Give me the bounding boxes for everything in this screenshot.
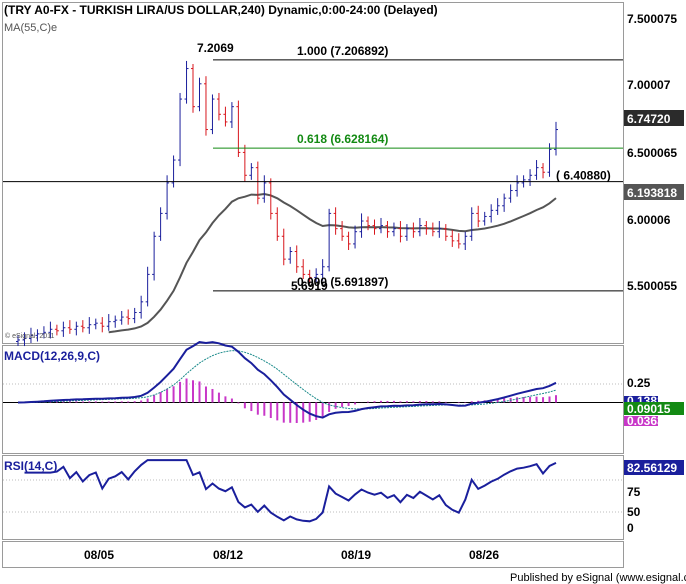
fib-level-label: 0.000 (5.691897) <box>297 275 388 289</box>
x-tick-label: 08/19 <box>341 548 371 562</box>
rsi-series <box>24 459 557 523</box>
rsi-value: 82.56129 <box>627 461 677 475</box>
price-axis: 7.500075 7.00007 6.500065 6.00006 5.5000… <box>627 12 677 293</box>
ma-value: 6.193818 <box>627 186 677 200</box>
swing-high-label: 7.2069 <box>197 41 234 55</box>
macd-hist-value: 0.03633 <box>627 414 671 428</box>
rsi-tick-label: 50 <box>627 505 641 519</box>
price-tick-label: 6.00006 <box>627 213 671 227</box>
swing-low-label: 5.6919 <box>291 279 328 293</box>
panel-frames <box>2 2 624 568</box>
macd-series <box>3 340 623 423</box>
last-price-value: 6.74720 <box>627 112 671 126</box>
rsi-axis: 75 50 0 <box>627 485 641 535</box>
ma-55-line <box>108 192 557 334</box>
price-tick-label: 5.500055 <box>627 279 677 293</box>
fib-level-label: 1.000 (7.206892) <box>297 44 388 58</box>
macd-value-badges: 0.03633 0.13818 0.09015 <box>624 394 684 428</box>
support-line-label: ( 6.40880) <box>556 169 611 183</box>
ma-legend: MA(55,C)e <box>4 22 57 34</box>
x-tick-label: 08/26 <box>469 548 499 562</box>
macd-legend: MACD(12,26,9,C) <box>4 349 100 363</box>
ma-55-path <box>108 192 557 334</box>
macd-line <box>17 340 557 419</box>
rsi-value-badge: 82.56129 <box>624 460 684 475</box>
time-axis: 08/05 08/12 08/19 08/26 <box>84 548 499 562</box>
footer-credit: Published by eSignal (www.esignal.com) <box>510 572 686 584</box>
rsi-line <box>24 459 557 523</box>
x-tick-label: 08/05 <box>84 548 114 562</box>
copyright-label: © eSignal, 2011 <box>5 332 55 340</box>
price-tick-label: 7.00007 <box>627 78 671 92</box>
rsi-tick-label: 75 <box>627 485 641 499</box>
x-tick-label: 08/12 <box>213 548 243 562</box>
grid-lines <box>3 383 623 513</box>
price-tick-label: 7.500075 <box>627 12 677 26</box>
ma-value-badge: 6.193818 <box>624 184 684 200</box>
chart-title: (TRY A0-FX - TURKISH LIRA/US DOLLAR,240)… <box>4 3 438 17</box>
macd-signal-value: 0.09015 <box>627 402 671 416</box>
last-price-badge: 6.74720 <box>624 110 684 126</box>
fibonacci-levels: 1.000 (7.206892) 0.618 (6.628164) 0.000 (5… <box>3 44 623 292</box>
candlestick-series <box>16 60 558 347</box>
rsi-tick-label: 0 <box>627 521 634 535</box>
macd-tick-label: 0.25 <box>627 376 651 390</box>
rsi-legend: RSI(14,C) <box>4 459 57 473</box>
price-tick-label: 6.500065 <box>627 146 677 160</box>
fib-level-label: 0.618 (6.628164) <box>297 132 388 146</box>
